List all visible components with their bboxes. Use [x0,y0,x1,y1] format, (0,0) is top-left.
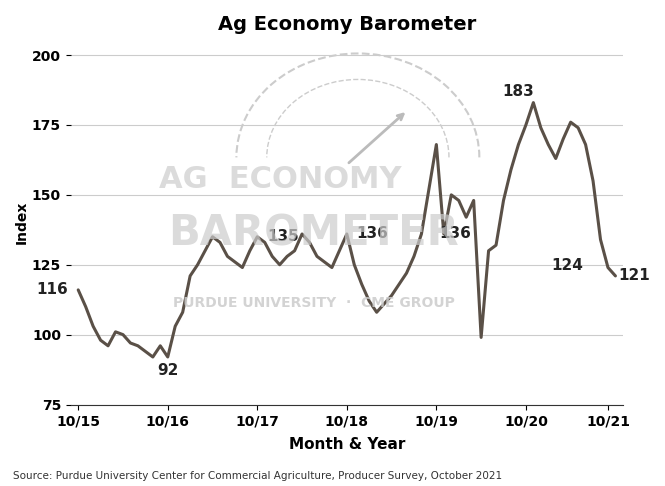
Text: 135: 135 [267,229,299,244]
Text: Source: Purdue University Center for Commercial Agriculture, Producer Survey, Oc: Source: Purdue University Center for Com… [13,471,503,481]
Text: BAROMETER: BAROMETER [168,213,459,255]
Text: 116: 116 [37,282,68,297]
Title: Ag Economy Barometer: Ag Economy Barometer [217,15,476,34]
Text: 183: 183 [503,84,534,99]
X-axis label: Month & Year: Month & Year [289,436,405,451]
Text: PURDUE UNIVERSITY  ·  CME GROUP: PURDUE UNIVERSITY · CME GROUP [173,296,455,310]
Text: AG  ECONOMY: AG ECONOMY [160,165,402,194]
Text: 136: 136 [439,226,471,242]
Text: 136: 136 [356,226,388,242]
Y-axis label: Index: Index [15,201,29,244]
Text: 124: 124 [551,258,583,273]
Text: 92: 92 [157,363,178,378]
Text: 121: 121 [618,268,650,283]
